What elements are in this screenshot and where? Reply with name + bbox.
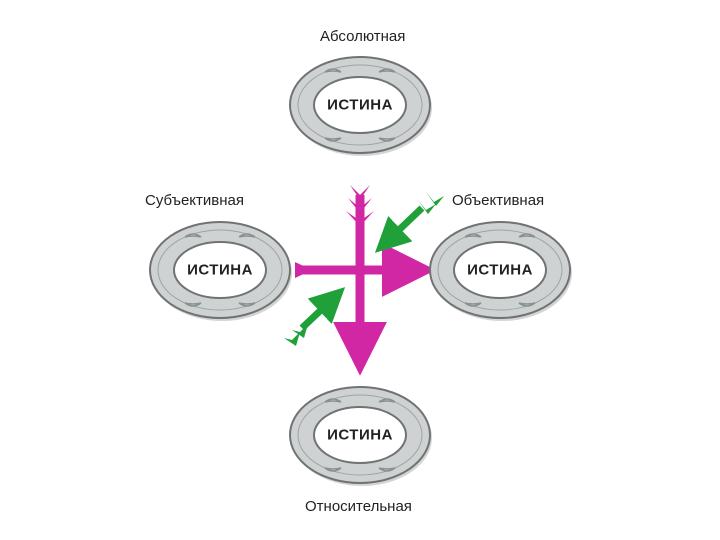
magenta-arrow-left-head xyxy=(295,262,312,278)
label-subjective: Субъективная xyxy=(145,192,244,209)
truth-diagram: Абсолютная ИСТИНА Субъективная xyxy=(80,20,640,520)
node-top: ИСТИНА xyxy=(285,50,435,160)
green-arrow-lower xyxy=(302,292,340,328)
label-relative: Относительная xyxy=(305,498,412,515)
node-inner-text: ИСТИНА xyxy=(327,97,393,114)
node-right: ИСТИНА xyxy=(425,215,575,325)
green-arrow-upper xyxy=(380,208,422,248)
node-inner-text: ИСТИНА xyxy=(187,262,253,279)
node-inner-text: ИСТИНА xyxy=(327,427,393,444)
node-inner-text: ИСТИНА xyxy=(467,262,533,279)
node-left: ИСТИНА xyxy=(145,215,295,325)
node-bottom: ИСТИНА xyxy=(285,380,435,490)
label-absolute: Абсолютная xyxy=(320,28,405,45)
label-objective: Объективная xyxy=(452,192,544,209)
